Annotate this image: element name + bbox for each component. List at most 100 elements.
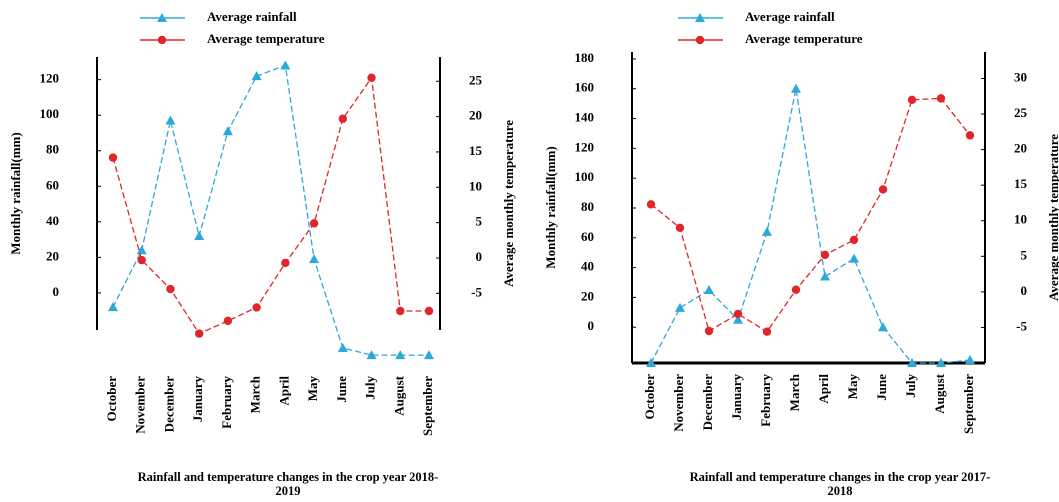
x-tick-label: December — [700, 374, 715, 431]
x-tick-label: November — [133, 376, 148, 434]
y2-axis-label: Average monthly temperature — [501, 120, 516, 287]
y2-tick-label: 10 — [1014, 212, 1027, 227]
x-tick-label: January — [729, 374, 744, 421]
x-tick-label: July — [903, 374, 918, 398]
x-tick-label: May — [305, 376, 320, 402]
point — [733, 314, 743, 324]
legend-marker — [157, 13, 167, 22]
point — [965, 131, 975, 140]
x-tick-label: September — [420, 376, 435, 436]
point — [309, 219, 319, 228]
y2-tick-label: 25 — [469, 72, 483, 87]
x-tick-label: October — [642, 374, 657, 420]
series-line — [650, 97, 971, 333]
y2-tick-label: 0 — [476, 249, 483, 264]
point — [395, 350, 406, 360]
x-tick-label: August — [391, 375, 406, 415]
point — [251, 71, 262, 81]
series-line — [650, 88, 971, 364]
point — [936, 358, 946, 367]
y-tick-label: 160 — [575, 80, 595, 95]
point — [281, 258, 290, 268]
y2-axis-label: Average monthly temperature — [1046, 134, 1059, 301]
point — [646, 200, 656, 209]
point — [820, 271, 830, 281]
point — [367, 73, 376, 82]
point — [108, 302, 118, 312]
point — [424, 306, 434, 316]
x-tick-label: December — [161, 376, 176, 433]
y-tick-label: 100 — [40, 106, 60, 121]
y-axis-label: Monthly rainfall(mm) — [8, 132, 23, 254]
y-tick-label: 60 — [581, 229, 594, 244]
x-tick-label: August — [932, 373, 947, 413]
point — [849, 253, 859, 263]
x-tick-label: October — [104, 376, 119, 422]
x-tick-label: November — [671, 374, 686, 432]
y-tick-label: 40 — [46, 213, 59, 228]
x-tick-label: April — [276, 376, 291, 406]
y-tick-label: 20 — [46, 248, 59, 263]
point — [194, 329, 204, 338]
point — [108, 153, 118, 162]
point — [936, 94, 946, 103]
y-tick-label: 100 — [575, 169, 595, 184]
y2-tick-label: 5 — [1021, 247, 1028, 262]
y2-tick-label: 20 — [469, 108, 482, 123]
y-tick-label: 180 — [575, 50, 595, 65]
y-tick-label: 0 — [588, 318, 595, 333]
y-axis-label: Monthly rainfall(mm) — [543, 146, 558, 268]
point — [280, 60, 291, 70]
x-tick-label: February — [219, 376, 234, 429]
y-tick-label: 120 — [575, 139, 595, 154]
point — [878, 185, 888, 194]
point — [907, 358, 917, 367]
y-tick-label: 80 — [46, 142, 59, 157]
x-tick-label: September — [961, 374, 976, 434]
y2-tick-label: 20 — [1014, 141, 1027, 156]
series-line — [112, 64, 429, 356]
legend-marker — [157, 35, 167, 45]
chart-title: Rainfall and temperature changes in the … — [137, 470, 439, 498]
point — [965, 355, 975, 365]
point — [907, 95, 917, 104]
point — [704, 284, 714, 294]
point — [675, 302, 685, 312]
y-tick-label: 120 — [40, 71, 60, 86]
point — [223, 316, 233, 326]
x-tick-label: February — [758, 374, 773, 427]
point — [338, 114, 348, 123]
y-tick-label: 0 — [53, 284, 60, 299]
y-tick-label: 20 — [581, 288, 594, 303]
y2-tick-label: 10 — [469, 178, 482, 193]
point — [166, 284, 175, 294]
x-tick-label: July — [363, 376, 378, 400]
x-tick-label: January — [190, 376, 205, 423]
y-tick-label: 60 — [46, 177, 59, 192]
y-tick-label: 40 — [581, 259, 594, 274]
point — [733, 309, 743, 319]
y-tick-label: 80 — [581, 199, 594, 214]
point — [762, 226, 772, 236]
legend-label: Average temperature — [745, 31, 863, 46]
x-tick-label: April — [816, 374, 831, 404]
legend-label: Average rainfall — [745, 9, 835, 24]
series-line — [112, 75, 429, 335]
point — [424, 350, 434, 360]
x-tick-label: June — [874, 374, 889, 401]
point — [366, 350, 377, 360]
y2-tick-label: 25 — [1014, 105, 1028, 120]
legend-marker — [695, 35, 705, 45]
y2-tick-label: 0 — [1021, 283, 1028, 298]
y-tick-label: 140 — [575, 110, 595, 125]
point — [820, 250, 830, 260]
y2-tick-label: 30 — [1014, 69, 1027, 84]
legend-marker — [695, 13, 705, 22]
point — [791, 285, 801, 294]
point — [646, 358, 656, 367]
point — [252, 303, 261, 312]
y2-tick-label: -5 — [471, 284, 482, 299]
legend-label: Average temperature — [207, 31, 325, 46]
